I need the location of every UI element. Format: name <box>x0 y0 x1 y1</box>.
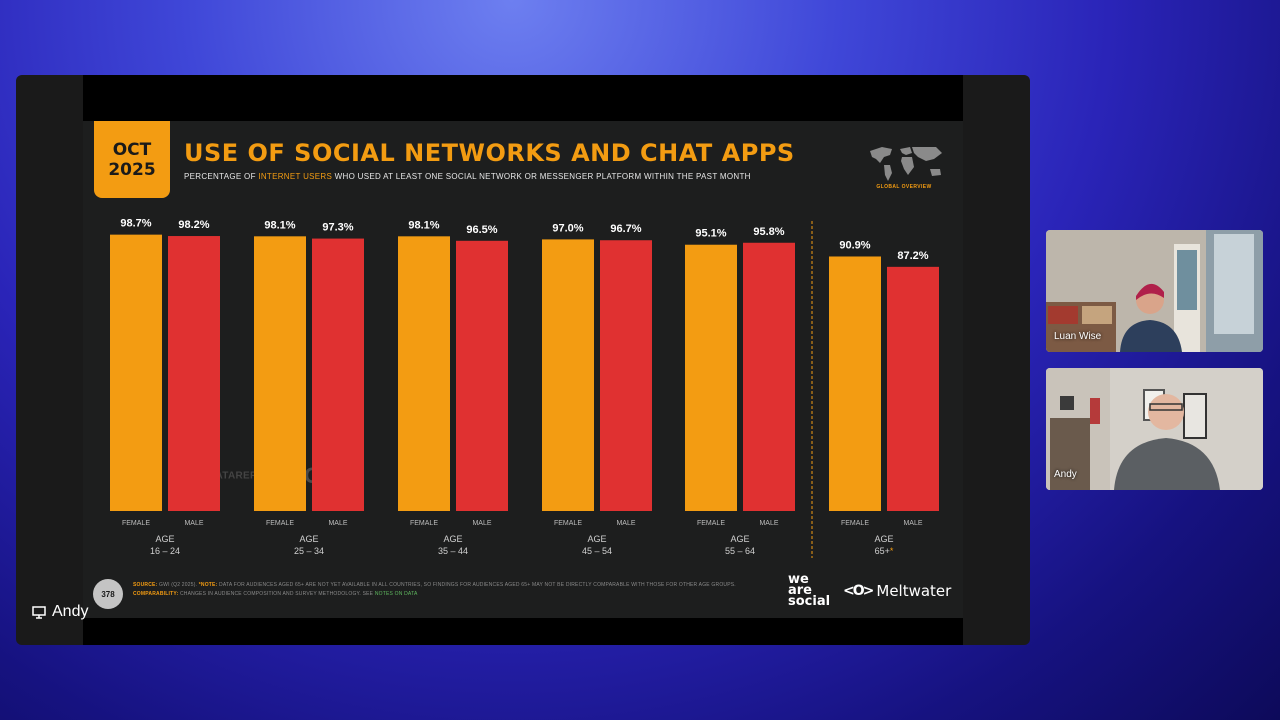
series-tick-label: MALE <box>184 520 203 527</box>
slide: OCT 2025 USE OF SOCIAL NETWORKS AND CHAT… <box>83 121 963 618</box>
date-badge: OCT 2025 <box>94 121 170 198</box>
date-month: OCT <box>112 139 152 160</box>
subtitle-pre: PERCENTAGE OF <box>184 172 259 181</box>
participant-video-feed <box>1046 230 1263 352</box>
bar-male <box>168 236 220 511</box>
age-group-label: 65+* <box>875 546 894 556</box>
footnote-comparability-label: COMPARABILITY: <box>133 591 179 597</box>
age-group-prefix: AGE <box>587 534 606 544</box>
data-label: 98.1% <box>408 219 439 231</box>
date-year: 2025 <box>108 159 156 180</box>
footnote-note-label: *NOTE: <box>198 582 218 588</box>
data-label: 96.5% <box>466 224 497 236</box>
presenter-label: Andy <box>32 603 88 621</box>
data-label: 95.1% <box>695 228 726 240</box>
participant-video-tile[interactable]: Andy <box>1046 368 1263 490</box>
data-label: 90.9% <box>839 239 870 251</box>
series-tick-label: FEMALE <box>554 520 582 527</box>
bar-female <box>254 236 306 511</box>
subtitle-post: WHO USED AT LEAST ONE SOCIAL NETWORK OR … <box>332 172 751 181</box>
data-label: 98.1% <box>264 219 295 231</box>
we-are-social-logo: we are social <box>788 572 831 609</box>
participant-video-feed <box>1046 368 1263 490</box>
world-map-icon <box>870 147 942 181</box>
watermark-datareportal: DATAREPORTAL <box>208 470 293 482</box>
logo-line-1: we <box>788 572 809 587</box>
series-tick-label: FEMALE <box>841 520 869 527</box>
bar-female <box>110 234 162 511</box>
footnote-mark: * <box>890 546 894 556</box>
footnote-note: DATA FOR AUDIENCES AGED 65+ ARE NOT YET … <box>217 582 736 588</box>
series-tick-label: FEMALE <box>266 520 294 527</box>
data-label: 97.3% <box>322 222 353 234</box>
series-tick-label: FEMALE <box>410 520 438 527</box>
subtitle-highlight: INTERNET USERS <box>258 172 333 181</box>
age-group-label: 16 – 24 <box>150 546 180 556</box>
participant-name: Luan Wise <box>1054 331 1102 342</box>
series-tick-label: MALE <box>328 520 347 527</box>
age-group-prefix: AGE <box>155 534 174 544</box>
data-label: 97.0% <box>552 222 583 234</box>
bar-male <box>887 266 939 511</box>
slide-subtitle: PERCENTAGE OF INTERNET USERS WHO USED AT… <box>184 172 751 181</box>
series-tick-label: FEMALE <box>697 520 725 527</box>
age-group-label: 25 – 34 <box>294 546 324 556</box>
presenter-name: Andy <box>52 603 89 620</box>
age-group-label: 55 – 64 <box>725 546 755 556</box>
bar-female <box>829 256 881 511</box>
bar-female <box>398 236 450 511</box>
age-group-prefix: AGE <box>874 534 893 544</box>
series-tick-label: MALE <box>903 520 922 527</box>
data-label: 95.8% <box>753 226 784 238</box>
series-tick-label: MALE <box>616 520 635 527</box>
age-group-label: 35 – 44 <box>438 546 468 556</box>
notes-on-data-link[interactable]: NOTES ON DATA <box>374 591 418 597</box>
footnote-comparability: CHANGES IN AUDIENCE COMPOSITION AND SURV… <box>178 591 375 597</box>
data-label: 96.7% <box>610 223 641 235</box>
screen-share-panel: OCT 2025 USE OF SOCIAL NETWORKS AND CHAT… <box>16 75 1030 645</box>
meltwater-icon: <O> <box>843 583 874 599</box>
participant-name: Andy <box>1054 469 1077 480</box>
age-group-prefix: AGE <box>730 534 749 544</box>
series-tick-label: FEMALE <box>122 520 150 527</box>
shared-slide-frame: OCT 2025 USE OF SOCIAL NETWORKS AND CHAT… <box>83 75 963 645</box>
series-tick-label: MALE <box>759 520 778 527</box>
bar-male <box>456 240 508 512</box>
page-number-badge: 378 <box>93 579 123 609</box>
bar-female <box>685 244 737 511</box>
logo-line-2: are <box>788 583 813 598</box>
map-label: GLOBAL OVERVIEW <box>876 184 932 190</box>
participant-video-tile[interactable]: Luan Wise <box>1046 230 1263 352</box>
bar-chart: 98.7% FEMALE 98.2% MALE AGE 16 – 24 98.1% FEMAL… <box>110 218 939 558</box>
data-label: 98.2% <box>178 219 209 231</box>
bar-female <box>542 239 594 511</box>
bar-male <box>312 238 364 511</box>
age-group-label: 45 – 54 <box>582 546 612 556</box>
bar-male <box>600 240 652 511</box>
age-group-prefix: AGE <box>299 534 318 544</box>
bar-male <box>743 242 795 511</box>
data-label: 98.7% <box>120 218 151 230</box>
age-group-prefix: AGE <box>443 534 462 544</box>
screen-share-icon <box>32 605 46 619</box>
footnote-source-label: SOURCE: <box>133 582 158 588</box>
footnote: SOURCE: GWI (Q2 2025). *NOTE: DATA FOR A… <box>133 581 773 599</box>
meltwater-logo: <O> Meltwater <box>843 582 951 600</box>
slide-title: USE OF SOCIAL NETWORKS AND CHAT APPS <box>184 139 795 167</box>
footnote-source: GWI (Q2 2025). <box>157 582 199 588</box>
data-label: 87.2% <box>897 250 928 262</box>
logo-line-3: social <box>788 594 831 609</box>
meltwater-wordmark: Meltwater <box>876 582 952 600</box>
series-tick-label: MALE <box>472 520 491 527</box>
